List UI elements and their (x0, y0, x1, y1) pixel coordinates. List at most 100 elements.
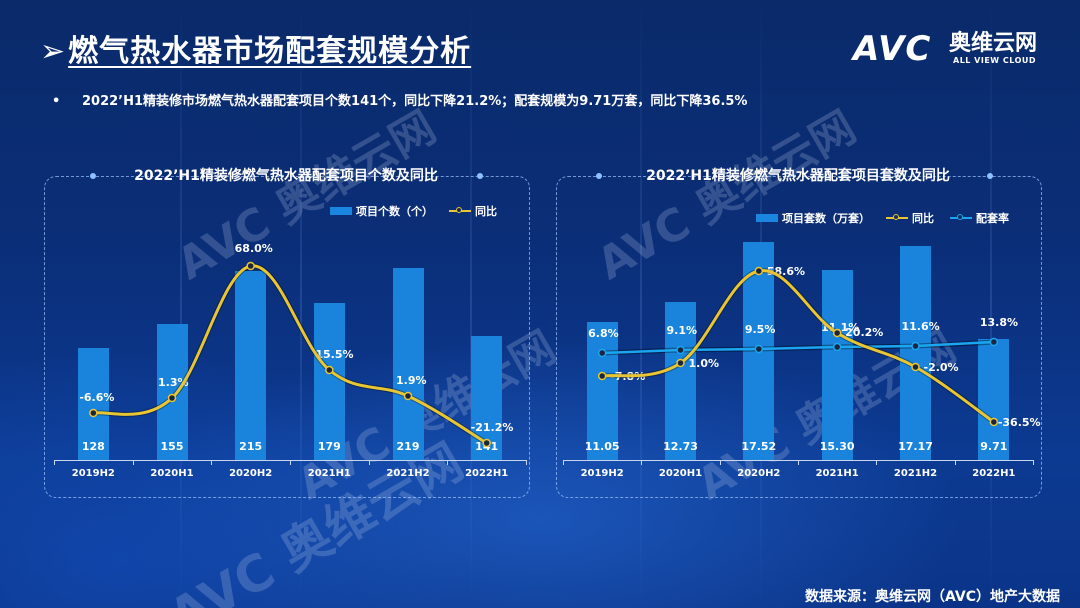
rate-label: 11.6% (901, 320, 940, 333)
bar-value-label: 128 (81, 440, 105, 453)
line-swatch-icon (950, 214, 972, 220)
bar (313, 303, 345, 460)
light-streak (470, 0, 472, 608)
yoy-label: 20.2% (845, 326, 884, 339)
x-axis-tick (641, 460, 643, 465)
frame-dot (596, 173, 602, 179)
x-axis-label: 2019H2 (580, 468, 624, 479)
x-axis-tick (954, 460, 956, 465)
legend-item-yoy: 同比 (886, 210, 934, 226)
legend-item-count: 项目个数（个） (330, 203, 433, 219)
yoy-label: 15.5% (315, 348, 354, 361)
line-swatch-icon (886, 214, 908, 220)
bar (586, 322, 618, 460)
legend-label: 项目个数（个） (356, 205, 433, 218)
bar (235, 271, 267, 460)
bar (392, 267, 424, 460)
x-axis-tick (54, 460, 55, 465)
bar-swatch-icon (330, 207, 352, 215)
right-chart-title: 2022’H1精装修燃气热水器配套项目套数及同比 (646, 168, 950, 184)
light-streak (640, 0, 642, 608)
rate-label: 9.1% (666, 324, 698, 337)
bar (665, 301, 696, 460)
yoy-label: 68.0% (234, 242, 273, 255)
x-axis-label: 2021H2 (386, 468, 430, 479)
x-axis-label: 2022H1 (465, 468, 509, 479)
legend-item-rate: 配套率 (950, 210, 1009, 226)
legend-label: 同比 (912, 212, 934, 225)
bar-value-label: 15.30 (819, 440, 855, 453)
x-axis-label: 2020H1 (150, 468, 194, 479)
x-axis-tick (211, 460, 213, 465)
summary-line: • 2022’H1精装修市场燃气热水器配套项目个数141个，同比下降21.2%；配… (52, 90, 747, 109)
bar (900, 246, 931, 460)
line-swatch-icon (449, 207, 471, 213)
x-axis-tick (290, 460, 291, 465)
left-chart-title: 2022’H1精装修燃气热水器配套项目个数及同比 (134, 168, 438, 184)
yoy-label: -36.5% (997, 416, 1041, 429)
x-axis-tick (526, 460, 527, 465)
rate-label: 13.8% (979, 316, 1018, 329)
light-streak (180, 0, 182, 608)
right-chart-frame (556, 176, 1042, 498)
x-axis-tick (1033, 460, 1034, 465)
x-axis-label: 2021H1 (307, 468, 351, 479)
frame-dot (987, 173, 993, 179)
x-axis-tick (719, 460, 721, 465)
data-source: 数据来源：奥维云网（AVC）地产大数据 (805, 589, 1060, 605)
bar (821, 269, 853, 460)
left-chart-legend: 项目个数（个） 同比 (320, 203, 497, 219)
bar (77, 347, 109, 460)
yoy-label: -21.2% (470, 421, 514, 434)
yoy-label: -2.0% (923, 361, 959, 374)
x-axis-label: 2021H2 (893, 468, 938, 479)
rate-label: 6.8% (588, 327, 619, 340)
bar-value-label: 155 (160, 440, 184, 453)
x-axis-tick (798, 460, 799, 465)
arrow-bullet-icon: ➢ (40, 34, 67, 69)
x-axis-tick (368, 460, 370, 465)
avc-logo-cn: 奥维云网 (949, 31, 1038, 56)
x-axis-label: 2022H1 (972, 468, 1016, 479)
x-axis-tick (447, 460, 449, 465)
bar-value-label: 219 (396, 440, 420, 453)
bar-value-label: 215 (239, 440, 263, 453)
x-axis-tick (563, 460, 564, 465)
yoy-label: -6.6% (79, 391, 115, 404)
page-title: ➢燃气热水器市场配套规模分析 (40, 26, 471, 70)
page-title-text: 燃气热水器市场配套规模分析 (68, 34, 472, 69)
bar (156, 324, 188, 460)
yoy-label: 1.9% (396, 374, 427, 387)
legend-label: 同比 (475, 205, 497, 218)
bar (978, 339, 1010, 460)
rate-label: 9.5% (744, 323, 776, 336)
bar-value-label: 9.71 (980, 440, 1008, 453)
x-axis-label: 2020H2 (737, 468, 781, 479)
avc-logo-en: ALL VIEW CLOUD (953, 56, 1037, 65)
light-streak (990, 0, 992, 608)
bullet-icon: • (52, 94, 61, 109)
bar-value-label: 11.05 (584, 440, 620, 453)
avc-logo-mark: AVC (853, 29, 932, 69)
rate-label: 11.1% (821, 321, 860, 334)
legend-label: 项目套数（万套） (782, 212, 870, 225)
right-chart-legend: 项目套数（万套） 同比 配套率 (746, 210, 1009, 226)
left-chart-frame (44, 176, 530, 498)
bar-swatch-icon (756, 214, 778, 222)
bar-value-label: 12.73 (663, 440, 698, 453)
x-axis-label: 2021H1 (815, 468, 859, 479)
frame-dot (90, 173, 96, 179)
x-axis-label: 2019H2 (71, 468, 115, 479)
legend-item-yoy: 同比 (449, 203, 497, 219)
x-axis-label: 2020H2 (229, 468, 273, 479)
summary-text: 2022’H1精装修市场燃气热水器配套项目个数141个，同比下降21.2%；配套… (82, 94, 748, 109)
bar-value-label: 17.17 (898, 440, 933, 453)
light-streak (300, 0, 302, 608)
frame-dot (477, 173, 483, 179)
legend-item-sets: 项目套数（万套） (756, 210, 870, 226)
x-axis-tick (132, 460, 134, 465)
x-axis-label: 2020H1 (658, 468, 703, 479)
